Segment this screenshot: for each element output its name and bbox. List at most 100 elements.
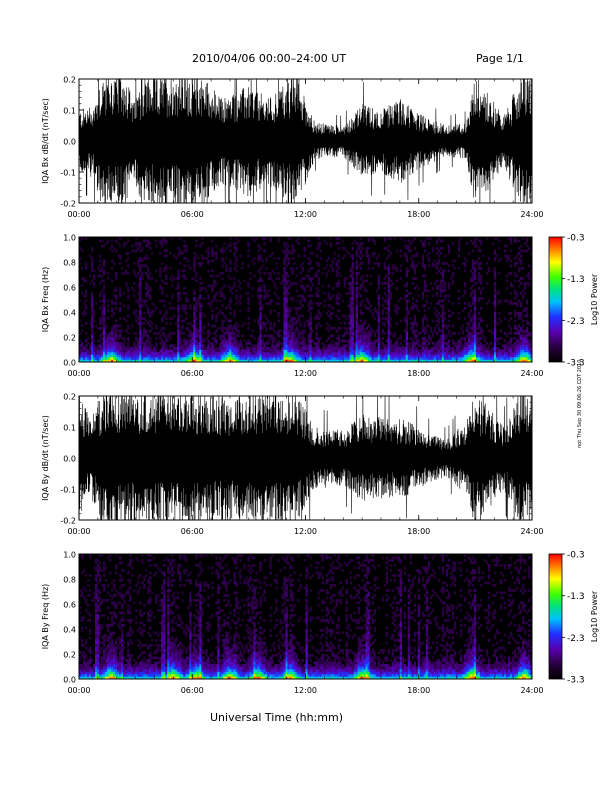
spectrogram-cell — [307, 339, 310, 343]
spectrogram-cell — [489, 357, 493, 360]
spectrogram-cell — [145, 244, 148, 248]
spectrogram-cell — [101, 354, 104, 358]
spectrogram-cell — [147, 277, 150, 280]
spectrogram-cell — [159, 299, 162, 303]
spectrogram-cell — [187, 354, 190, 358]
spectrogram-cell — [377, 317, 380, 320]
spectrogram-cell — [233, 359, 236, 363]
spectrogram-cell — [389, 252, 392, 255]
spectrogram-cell — [79, 257, 82, 260]
spectrogram-cell — [119, 289, 122, 293]
spectrogram-cell — [177, 272, 180, 275]
spectrogram-cell — [417, 352, 421, 355]
spectrogram-cell — [213, 357, 216, 360]
spectrogram-cell — [461, 357, 465, 360]
spectrogram-cell — [133, 262, 136, 265]
spectrogram-cell — [127, 354, 130, 358]
spectrogram-cell — [171, 352, 174, 355]
spectrogram-cell — [289, 339, 292, 343]
spectrogram-cell — [309, 324, 312, 328]
spectrogram-cell — [471, 329, 475, 333]
spectrogram-cell — [163, 237, 166, 240]
spectrogram-cell — [215, 342, 218, 345]
spectrogram-cell — [307, 269, 310, 273]
spectrogram-cell — [225, 339, 228, 343]
spectrogram-cell — [127, 339, 130, 343]
spectrogram-cell — [277, 239, 280, 243]
spectrogram-cell — [515, 357, 519, 360]
spectrogram-cell — [469, 317, 473, 320]
spectrogram-cell — [493, 252, 497, 255]
spectrogram-cell — [79, 239, 82, 243]
spectrogram-cell — [181, 327, 184, 330]
spectrogram-cell — [331, 307, 334, 310]
spectrogram-cell — [255, 357, 258, 360]
spectrogram-cell — [457, 239, 461, 243]
spectrogram-cell — [311, 349, 314, 353]
spectrogram-cell — [513, 357, 517, 360]
page-title: 2010/04/06 00:00–24:00 UT — [192, 52, 347, 65]
spectrogram-cell — [349, 309, 352, 313]
spectrogram-cell — [203, 339, 206, 343]
spectrogram-cell — [487, 257, 491, 260]
spectrogram-cell — [93, 599, 96, 602]
spectrogram-cell — [339, 347, 342, 350]
spectrogram-cell — [530, 359, 533, 363]
spectrogram-cell — [125, 319, 128, 323]
spectrogram-cell — [295, 339, 298, 343]
spectrogram-cell — [355, 242, 358, 245]
spectrogram-cell — [213, 294, 216, 298]
spectrogram-cell — [317, 264, 320, 268]
spectrogram-cell — [519, 357, 523, 360]
spectrogram-cell — [481, 349, 485, 353]
spectrogram-cell — [145, 284, 148, 288]
spectrogram-cell — [387, 297, 390, 300]
spectrogram-cell — [167, 339, 170, 343]
spectrogram-cell — [187, 322, 190, 325]
spectrogram-cell — [441, 299, 445, 303]
spectrogram-cell — [113, 352, 116, 355]
spectrogram-cell — [413, 272, 417, 275]
spectrogram-cell — [359, 244, 362, 248]
y-axis-label: IQA Bx dB/dt (nT/sec) — [41, 98, 50, 184]
spectrogram-cell — [291, 334, 294, 338]
spectrogram-cell — [381, 332, 384, 335]
spectrogram-cell — [301, 339, 304, 343]
spectrogram-cell — [447, 354, 451, 358]
spectrogram-cell — [473, 282, 477, 285]
spectrogram-cell — [259, 354, 262, 358]
spectrogram-cell — [169, 349, 172, 353]
spectrogram-cell — [381, 352, 384, 355]
spectrogram-cell — [299, 349, 302, 353]
spectrogram-cell — [505, 244, 509, 248]
spectrogram-cell — [177, 299, 180, 303]
spectrogram-cell — [451, 332, 455, 335]
spectrogram-cell — [207, 259, 210, 263]
spectrogram-cell — [227, 344, 230, 348]
spectrogram-cell — [81, 671, 84, 675]
spectrogram-cell — [377, 282, 380, 285]
spectrogram-cell — [215, 319, 218, 323]
spectrogram-cell — [81, 292, 84, 295]
spectrogram-cell — [323, 304, 326, 308]
spectrogram-cell — [405, 347, 409, 350]
spectrogram-cell — [451, 354, 455, 358]
spectrogram-cell — [237, 354, 240, 358]
spectrogram-cell — [175, 352, 178, 355]
spectrogram-cell — [79, 666, 82, 670]
spectrogram-cell — [507, 339, 511, 343]
spectrogram-cell — [211, 359, 214, 363]
spectrogram-cell — [321, 347, 324, 350]
spectrogram-cell — [207, 252, 210, 255]
spectrogram-cell — [425, 329, 429, 333]
spectrogram-cell — [143, 322, 146, 325]
spectrogram-cell — [317, 344, 320, 348]
spectrogram-cell — [530, 269, 533, 273]
spectrogram-cell — [455, 347, 459, 350]
spectrogram-cell — [107, 347, 110, 350]
spectrogram-cell — [291, 269, 294, 273]
spectrogram-cell — [137, 339, 140, 343]
spectrogram-cell — [263, 314, 266, 318]
spectrogram-cell — [367, 324, 370, 328]
spectrogram-cell — [123, 244, 126, 248]
